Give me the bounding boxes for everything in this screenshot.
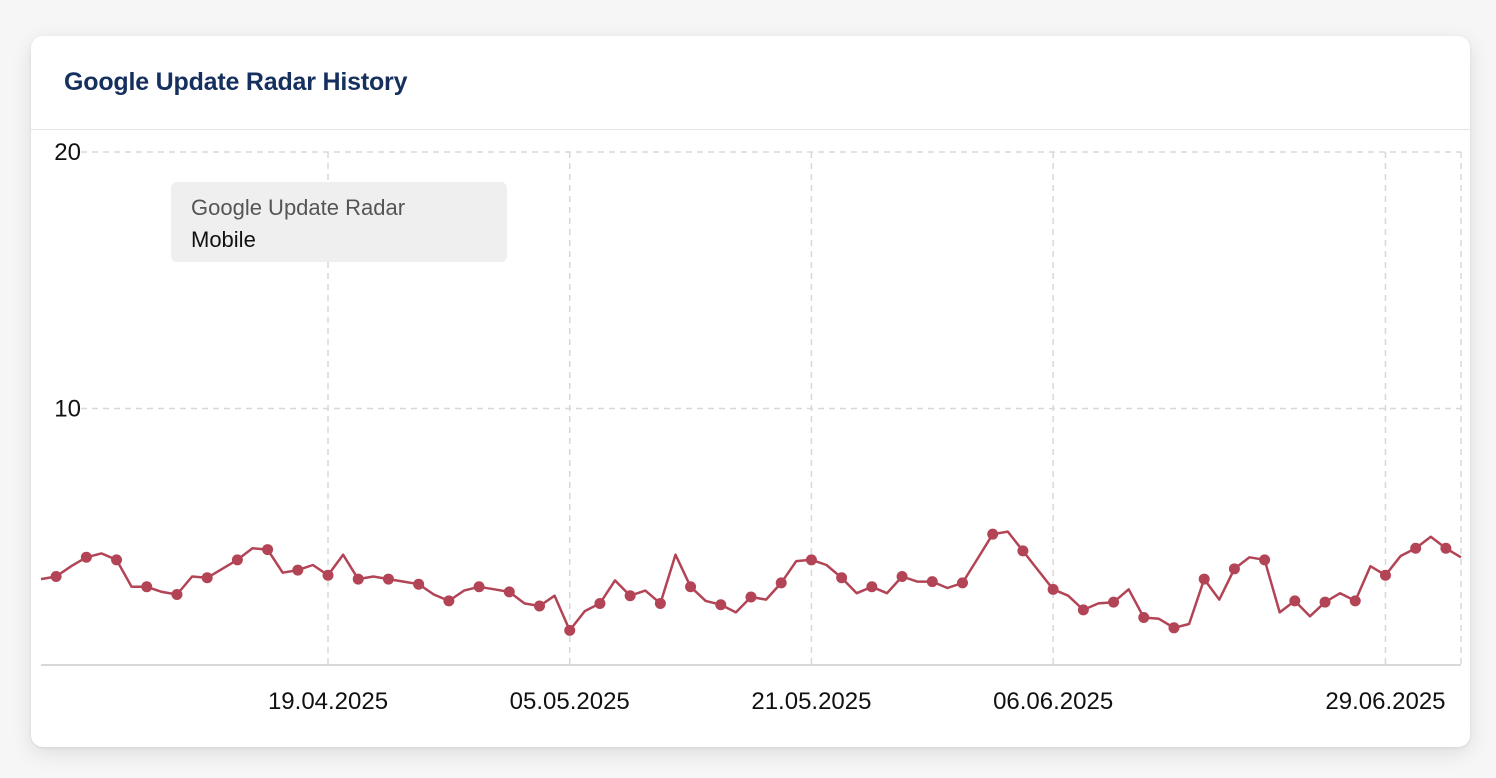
data-point: [322, 569, 334, 581]
y-tick-label: 10: [54, 396, 81, 423]
data-point: [1259, 554, 1271, 566]
data-point: [685, 581, 697, 593]
line-chart: 10 20 19.04.2025 05.05.2025 21.05.2025 06.06.…: [40, 139, 1462, 715]
data-point: [1410, 542, 1422, 554]
data-point: [1379, 569, 1391, 581]
y-tick-label: 20: [54, 139, 81, 166]
card-header: Google Update Radar History: [31, 36, 1470, 130]
data-point: [1047, 583, 1059, 595]
data-point: [1168, 622, 1180, 634]
data-point: [594, 597, 606, 609]
data-point: [292, 564, 304, 576]
data-point: [745, 591, 757, 603]
data-point: [836, 572, 848, 584]
data-point: [987, 528, 999, 540]
data-point: [1440, 542, 1452, 554]
data-point: [1289, 595, 1301, 607]
data-point: [80, 551, 92, 563]
series-line-mobile: [40, 530, 1462, 632]
data-point: [1108, 596, 1120, 608]
data-point: [141, 581, 153, 593]
data-point: [624, 590, 636, 602]
data-point: [896, 571, 908, 583]
data-point: [715, 599, 727, 611]
data-point: [473, 581, 485, 593]
data-point: [564, 624, 576, 636]
data-point: [1349, 595, 1361, 607]
data-point: [1228, 563, 1240, 575]
x-tick-label: 19.04.2025: [268, 688, 388, 715]
x-tick-label: 06.06.2025: [993, 688, 1113, 715]
data-point: [50, 571, 62, 583]
data-point: [775, 577, 787, 589]
x-tick-label: 05.05.2025: [510, 688, 630, 715]
data-point: [1319, 596, 1331, 608]
data-point: [654, 597, 666, 609]
x-tick-label: 21.05.2025: [751, 688, 871, 715]
data-point: [956, 577, 968, 589]
data-point: [1138, 612, 1150, 624]
card-title: Google Update Radar History: [64, 68, 408, 96]
data-point: [926, 576, 938, 588]
legend-series-label: Mobile: [191, 227, 256, 252]
data-point: [503, 586, 515, 598]
data-point: [534, 600, 546, 612]
data-point: [111, 554, 123, 566]
data-point: [382, 573, 394, 585]
legend: Google Update Radar Mobile: [171, 182, 507, 262]
data-point: [866, 581, 878, 593]
data-point: [352, 573, 364, 585]
data-point: [413, 578, 425, 590]
legend-title: Google Update Radar: [191, 195, 406, 220]
chart-card: Google Update Radar History 10 20 19.04.20…: [31, 36, 1470, 747]
data-point: [443, 595, 455, 607]
data-point: [262, 544, 274, 556]
data-point: [1077, 604, 1089, 616]
data-point: [171, 588, 183, 600]
x-tick-label: 29.06.2025: [1325, 688, 1445, 715]
data-point: [201, 572, 213, 584]
data-point: [231, 554, 243, 566]
data-point: [805, 554, 817, 566]
data-point: [1198, 573, 1210, 585]
data-point: [1017, 545, 1029, 557]
